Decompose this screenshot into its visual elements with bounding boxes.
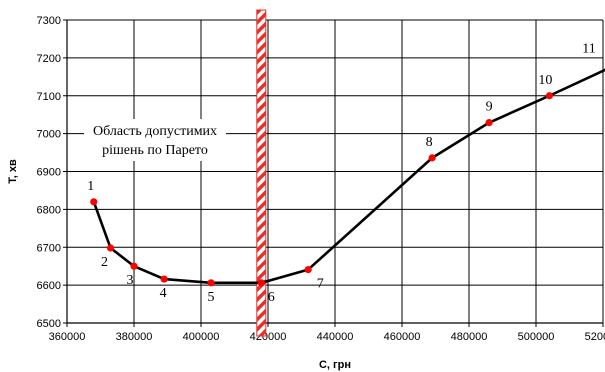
data-point [90,198,98,206]
data-point [207,279,215,287]
y-tick-label: 6900 [37,167,61,179]
data-point [485,119,493,127]
y-tick-label: 7100 [37,91,61,103]
data-point [106,244,115,252]
pareto-boundary [256,9,267,337]
point-label: 9 [486,100,493,115]
x-tick-label: 420000 [250,331,287,343]
series-line [92,68,605,285]
point-label: 5 [208,290,215,305]
x-tick-label: 520000 [585,331,605,343]
data-point [545,92,554,100]
data-point [304,265,312,274]
grid [66,19,604,324]
annotation-background [84,119,226,161]
data-point [130,262,138,270]
axes: 6500 6600 6700 6800 6900 7000 7100 7200 7300 3600… [37,15,605,343]
series: 1 2 3 4 5 6 7 8 9 10 11 [87,42,605,305]
y-tick-label: 6500 [37,318,61,330]
x-tick-label: 400000 [183,331,220,343]
x-tick-label: 380000 [116,331,153,343]
point-label: 11 [582,42,595,57]
x-tick-label: 500000 [518,331,555,343]
x-tick-label: 480000 [451,331,488,343]
point-label: 4 [160,286,167,301]
point-label: 8 [426,135,433,150]
pareto-boundary-bar [256,9,267,337]
x-axis-title: C, грн [319,359,351,371]
x-tick-label: 460000 [384,331,421,343]
annotation-line: Область допустимих [93,124,217,139]
point-label: 7 [317,277,324,292]
pareto-annotation: Область допустимих рішень по Парето [84,119,226,161]
y-tick-label: 6700 [37,242,61,254]
y-tick-label: 6600 [37,280,61,292]
point-label: 10 [538,73,552,88]
point-label: 1 [87,179,94,194]
y-tick-label: 7300 [37,15,61,27]
y-axis-title: T, хв [7,159,19,184]
data-point [428,154,436,162]
y-tick-label: 7000 [37,129,61,141]
point-label: 2 [101,255,108,270]
annotation-line: рішень по Парето [102,143,208,158]
data-point [160,275,168,283]
axis-titles: C, грн T, хв [7,159,351,371]
point-label: 6 [268,290,275,305]
x-tick-label: 360000 [49,331,86,343]
y-tick-label: 7200 [37,53,61,65]
data-point [257,279,265,287]
y-tick-label: 6800 [37,204,61,216]
point-label: 3 [127,273,134,288]
x-tick-label: 440000 [317,331,354,343]
